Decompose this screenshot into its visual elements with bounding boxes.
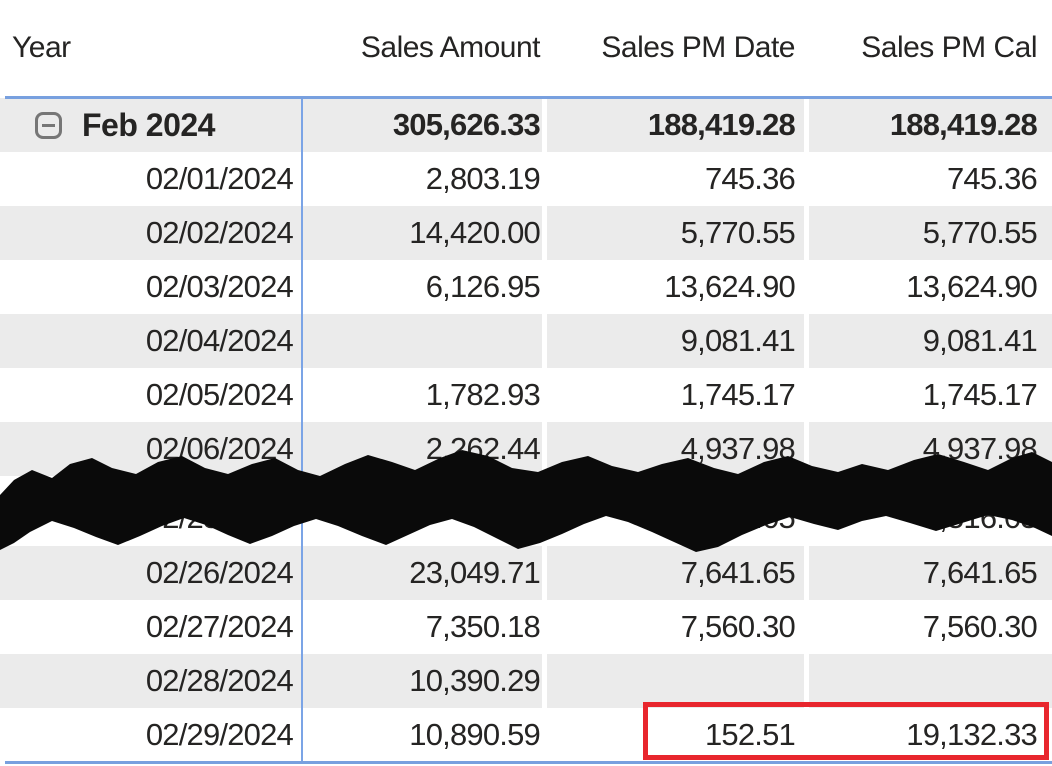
cell-sales-pm-date: 4,516.05	[680, 500, 796, 535]
table-row[interactable]: 02/29/2024 10,890.59 152.51 19,132.33	[0, 708, 1052, 762]
cell-sales-pm-cal: 19,132.33	[906, 717, 1038, 752]
cell-sales-pm-date: 1,745.17	[680, 377, 796, 412]
table-row[interactable]: 02/06/2024 2,262.44 4,937.98 4,937.98	[0, 422, 1052, 476]
cell-sales-amount: 10,390.29	[409, 663, 541, 698]
table-row[interactable]: 02/02/2024 14,420.00 5,770.55 5,770.55	[0, 206, 1052, 260]
cell-sales-amount: 23,049.71	[409, 555, 541, 590]
column-header-row: Year Sales Amount Sales PM Date Sales PM…	[0, 0, 1052, 96]
cell-sales-pm-cal: 7,560.30	[922, 609, 1038, 644]
cell-sales-pm-date: 7,560.30	[680, 609, 796, 644]
group-label: Feb 2024	[82, 107, 215, 143]
cell-sales-pm-cal	[806, 654, 1052, 708]
cell-date: 02/06/2024	[145, 431, 294, 466]
cell-sales-pm-date: 5,770.55	[680, 215, 796, 250]
table-row[interactable]: 02/27/2024 7,350.18 7,560.30 7,560.30	[0, 600, 1052, 654]
column-header-sales-pm-cal[interactable]: Sales PM Cal	[861, 31, 1037, 64]
cell-sales-pm-date	[545, 654, 806, 708]
group-row-header: Feb 2024	[0, 98, 302, 152]
cell-sales-pm-cal: 4,937.98	[922, 431, 1038, 466]
table-row-obscured[interactable]: 02/25/2024 4,516.05 4,516.05	[0, 491, 1052, 545]
cell-sales-pm-cal: 7,641.65	[922, 555, 1038, 590]
group-sales-pm-date: 188,419.28	[647, 107, 796, 142]
cell-sales-pm-cal: 9,081.41	[922, 323, 1038, 358]
column-separator	[542, 99, 547, 761]
cell-sales-pm-date: 745.36	[704, 161, 796, 196]
cell-sales-pm-date: 13,624.90	[664, 269, 796, 304]
cell-sales-amount: 14,420.00	[409, 215, 541, 250]
cell-date: 02/27/2024	[145, 609, 294, 644]
cell-sales-pm-cal: 745.36	[946, 161, 1038, 196]
cell-date: 02/28/2024	[145, 663, 294, 698]
cell-date: 02/26/2024	[145, 555, 294, 590]
cell-sales-pm-date: 4,937.98	[680, 431, 796, 466]
cell-sales-pm-date: 7,641.65	[680, 555, 796, 590]
cell-sales-amount: 2,803.19	[425, 161, 541, 196]
cell-sales-pm-cal: 4,516.05	[922, 500, 1038, 535]
cell-sales-pm-date: 9,081.41	[680, 323, 796, 358]
cell-date: 02/29/2024	[145, 717, 294, 752]
column-separator	[804, 99, 809, 761]
column-header-sales-pm-date[interactable]: Sales PM Date	[601, 31, 795, 64]
table-row[interactable]: 02/26/2024 23,049.71 7,641.65 7,641.65	[0, 546, 1052, 600]
cell-sales-amount: 1,782.93	[425, 377, 541, 412]
table-row[interactable]: 02/01/2024 2,803.19 745.36 745.36	[0, 152, 1052, 206]
cell-sales-pm-date: 152.51	[704, 717, 796, 752]
column-header-year[interactable]: Year	[12, 31, 71, 64]
table-row[interactable]: 02/05/2024 1,782.93 1,745.17 1,745.17	[0, 368, 1052, 422]
table-row[interactable]: 02/28/2024 10,390.29	[0, 654, 1052, 708]
group-row-feb-2024[interactable]: Feb 2024 305,626.33 188,419.28 188,419.2…	[0, 98, 1052, 152]
cell-date: 02/01/2024	[145, 161, 294, 196]
cell-sales-amount: 2,262.44	[425, 431, 541, 466]
cell-sales-pm-cal: 5,770.55	[922, 215, 1038, 250]
cell-sales-amount: 6,126.95	[425, 269, 541, 304]
cell-sales-pm-cal: 1,745.17	[922, 377, 1038, 412]
cell-date: 02/03/2024	[145, 269, 294, 304]
column-header-sales-amount[interactable]: Sales Amount	[360, 31, 541, 64]
table-top-rule	[5, 96, 1052, 99]
cell-date: 02/25/2024	[145, 500, 294, 535]
group-sales-amount: 305,626.33	[392, 107, 541, 142]
cell-date: 02/02/2024	[145, 215, 294, 250]
group-sales-pm-cal: 188,419.28	[889, 107, 1038, 142]
cell-sales-amount: 7,350.18	[425, 609, 541, 644]
cell-sales-amount	[302, 491, 545, 545]
table-row[interactable]: 02/03/2024 6,126.95 13,624.90 13,624.90	[0, 260, 1052, 314]
collapse-minus-icon[interactable]	[35, 111, 62, 139]
highlight-rectangle	[643, 702, 1049, 760]
cell-sales-pm-cal: 13,624.90	[906, 269, 1038, 304]
cell-sales-amount	[302, 314, 545, 368]
cell-date: 02/05/2024	[145, 377, 294, 412]
row-header-divider	[301, 98, 303, 761]
cell-sales-amount: 10,890.59	[409, 717, 541, 752]
table-bottom-rule	[5, 761, 1052, 764]
cell-date: 02/04/2024	[145, 323, 294, 358]
table-row[interactable]: 02/04/2024 9,081.41 9,081.41	[0, 314, 1052, 368]
